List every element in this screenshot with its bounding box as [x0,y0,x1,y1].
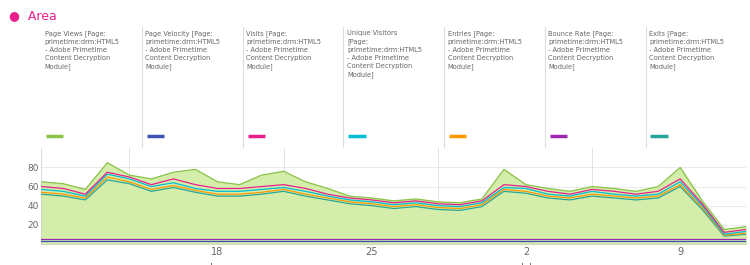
Text: Bounce Rate [Page:
primetime:drm:HTML5
- Adobe Primetime
Content Decryption
Modu: Bounce Rate [Page: primetime:drm:HTML5 -… [548,30,623,70]
Text: Entries [Page:
primetime:drm:HTML5
- Adobe Primetime
Content Decryption
Module]: Entries [Page: primetime:drm:HTML5 - Ado… [448,30,523,70]
Text: Exits [Page:
primetime:drm:HTML5
- Adobe Primetime
Content Decryption
Module]: Exits [Page: primetime:drm:HTML5 - Adobe… [649,30,724,70]
Text: Page Views [Page:
primetime:drm:HTML5
- Adobe Primetime
Content Decryption
Modul: Page Views [Page: primetime:drm:HTML5 - … [45,30,120,70]
Text: Page Velocity [Page:
primetime:drm:HTML5
- Adobe Primetime
Content Decryption
Mo: Page Velocity [Page: primetime:drm:HTML5… [146,30,220,70]
Text: Visits [Page:
primetime:drm:HTML5
- Adobe Primetime
Content Decryption
Module]: Visits [Page: primetime:drm:HTML5 - Adob… [246,30,321,70]
Text: Jul: Jul [520,263,532,265]
Text: Jun: Jun [210,263,225,265]
Text: ●  Area: ● Area [9,9,57,23]
Text: Unique Visitors
[Page:
primetime:drm:HTML5
- Adobe Primetime
Content Decryption
: Unique Visitors [Page: primetime:drm:HTM… [347,30,422,78]
